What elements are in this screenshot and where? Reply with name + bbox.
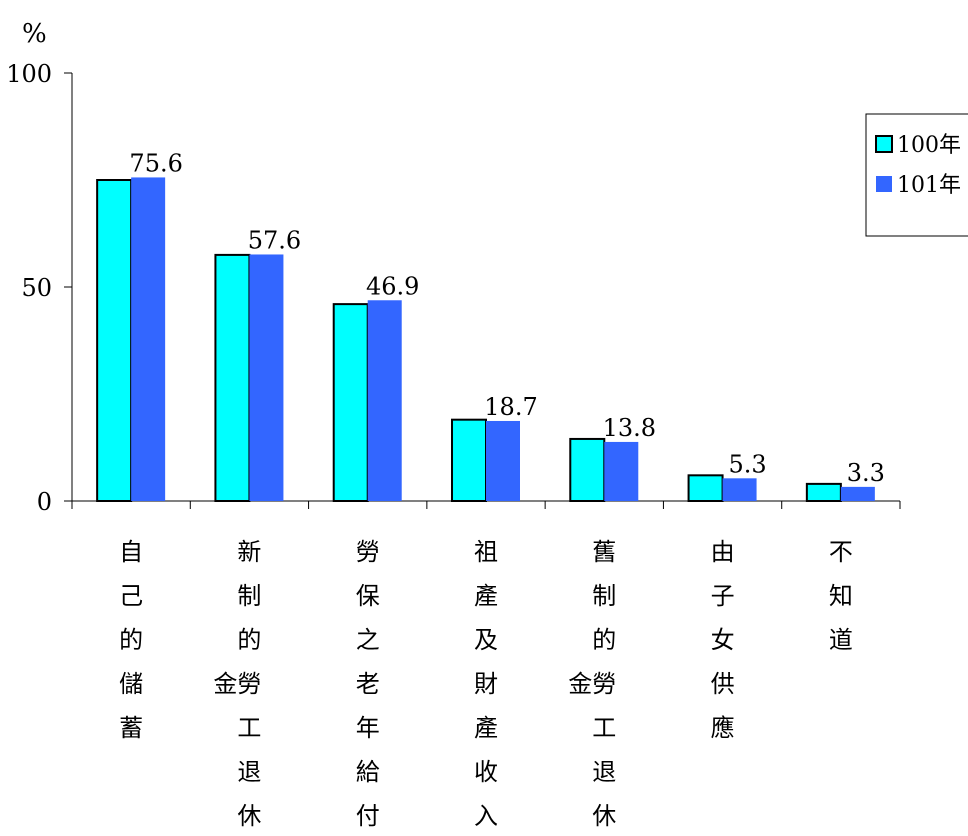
category-label-char: 產 <box>474 714 498 742</box>
category-label-char: 保 <box>356 582 380 610</box>
legend-swatch <box>876 176 892 192</box>
bars <box>96 177 875 503</box>
category-label-char: 子 <box>711 582 735 610</box>
bar-series-2 <box>486 420 520 501</box>
category-label-char: 及 <box>474 626 498 654</box>
category-label-char: 休 <box>237 802 261 830</box>
category-label-char: 知 <box>829 582 853 610</box>
data-label: 13.8 <box>603 414 656 442</box>
category-label-char: 工 <box>237 714 261 742</box>
bar-series-1 <box>687 474 724 503</box>
category-label-char: 退 <box>592 758 616 786</box>
data-label: 46.9 <box>366 272 419 300</box>
category-label-char: 勞 <box>356 538 380 566</box>
category-label-char: 儲 <box>119 670 143 698</box>
category-label-char: 己 <box>119 582 143 610</box>
data-label: 18.7 <box>484 393 537 421</box>
category-label-char: 金勞 <box>568 670 616 698</box>
legend: 100年 101年 <box>865 113 968 237</box>
category-label-char: 蓄 <box>119 714 143 742</box>
y-tick-label: 0 <box>37 488 52 516</box>
category-labels: 自己的儲蓄新制的金勞工退休勞保之老年給付祖產及財產收入舊制的金勞工退休由子女供應… <box>119 538 853 830</box>
y-unit-label: % <box>22 19 47 49</box>
category-label-char: 休 <box>592 802 616 830</box>
category-label-char: 入 <box>474 802 498 830</box>
category-label-char: 供 <box>711 670 735 698</box>
category-label-char: 女 <box>711 626 735 654</box>
bar-series-1 <box>332 303 369 502</box>
category-label-char: 退 <box>237 758 261 786</box>
category-label-char: 財 <box>474 670 498 698</box>
category-label-char: 收 <box>474 758 498 786</box>
category-label-char: 新 <box>237 538 261 566</box>
category-label-char: 老 <box>356 670 380 698</box>
category-label-char: 道 <box>829 626 853 654</box>
category-label-char: 祖 <box>474 538 498 566</box>
bar-series-2 <box>131 177 166 501</box>
data-label: 75.6 <box>129 149 182 177</box>
legend-box <box>865 113 968 237</box>
category-label-char: 制 <box>237 582 261 610</box>
bar-series-2 <box>840 486 875 501</box>
data-label: 5.3 <box>728 450 766 478</box>
bar-series-2 <box>249 254 284 501</box>
bar-series-2 <box>367 300 402 501</box>
bar-series-1 <box>569 437 606 503</box>
bar-series-1 <box>451 418 487 502</box>
category-label-char: 的 <box>237 626 261 654</box>
category-label-char: 不 <box>829 538 853 566</box>
category-label-char: 產 <box>474 582 498 610</box>
bar-series-1 <box>805 482 842 503</box>
category-label-char: 舊 <box>592 538 616 566</box>
data-label: 57.6 <box>248 226 301 254</box>
category-label-char: 的 <box>119 626 143 654</box>
bar-series-2 <box>722 478 757 501</box>
axes: 0 50 100% <box>6 19 901 516</box>
category-label-char: 之 <box>356 626 380 654</box>
category-label-char: 金勞 <box>213 670 261 698</box>
category-label-char: 由 <box>711 538 735 566</box>
category-label-char: 制 <box>592 582 616 610</box>
category-label-char: 年 <box>356 714 380 742</box>
bar-series-1 <box>214 253 251 502</box>
category-label-char: 工 <box>592 714 616 742</box>
bar-series-1 <box>96 179 133 502</box>
category-label-char: 的 <box>592 626 616 654</box>
category-label-char: 付 <box>356 802 380 830</box>
legend-label: 101年 <box>897 173 961 198</box>
bar-series-2 <box>604 441 639 501</box>
category-label-char: 給 <box>356 758 380 786</box>
category-label-char: 自 <box>119 538 143 566</box>
category-label-char: 應 <box>711 714 735 742</box>
legend-label: 100年 <box>897 133 961 158</box>
y-tick-label: 50 <box>21 274 52 302</box>
data-label: 3.3 <box>847 459 885 487</box>
data-labels: 75.6 57.6 46.9 18.7 13.8 5.3 3.3 <box>129 149 885 486</box>
y-tick-label: 100 <box>6 60 52 88</box>
legend-swatch <box>875 135 893 153</box>
